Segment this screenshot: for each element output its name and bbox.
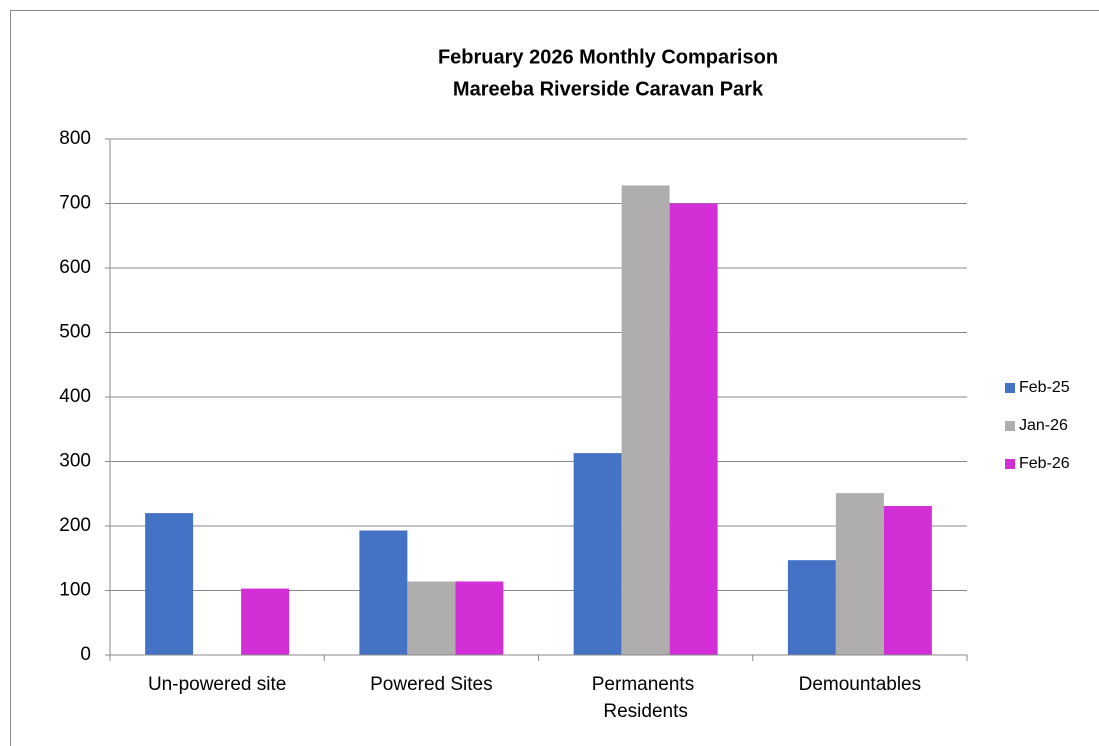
x-tick-label: Demountables bbox=[799, 674, 922, 695]
bar bbox=[455, 581, 504, 655]
y-tick-label: 100 bbox=[59, 580, 91, 601]
x-tick-label: Permanents Residents bbox=[592, 674, 700, 722]
legend-swatch bbox=[1005, 383, 1015, 393]
bar bbox=[407, 581, 456, 655]
y-tick-label: 700 bbox=[59, 193, 91, 214]
legend-label: Feb-25 bbox=[1019, 379, 1070, 396]
bar bbox=[573, 453, 622, 655]
y-tick-label: 600 bbox=[59, 257, 91, 278]
bar bbox=[621, 185, 670, 655]
x-tick-label: Un-powered site bbox=[148, 674, 286, 695]
bar bbox=[835, 493, 884, 655]
legend-label: Feb-26 bbox=[1019, 455, 1070, 472]
legend-swatch bbox=[1005, 421, 1015, 431]
bar bbox=[359, 530, 408, 655]
bar bbox=[883, 506, 932, 655]
bar bbox=[787, 560, 836, 655]
bar bbox=[669, 203, 718, 655]
bar bbox=[241, 588, 290, 655]
legend-swatch bbox=[1005, 459, 1015, 469]
y-tick-label: 400 bbox=[59, 386, 91, 407]
x-tick-label: Powered Sites bbox=[370, 674, 493, 695]
legend-label: Jan-26 bbox=[1019, 417, 1068, 434]
y-tick-label: 500 bbox=[59, 322, 91, 343]
chart-border bbox=[10, 10, 1099, 746]
chart-subtitle: Mareeba Riverside Caravan Park bbox=[453, 78, 764, 100]
y-tick-label: 200 bbox=[59, 515, 91, 536]
y-tick-label: 300 bbox=[59, 451, 91, 472]
chart-title: February 2026 Monthly Comparison bbox=[438, 46, 778, 68]
bar bbox=[145, 513, 194, 655]
y-tick-label: 0 bbox=[80, 644, 91, 665]
y-tick-label: 800 bbox=[59, 128, 91, 149]
